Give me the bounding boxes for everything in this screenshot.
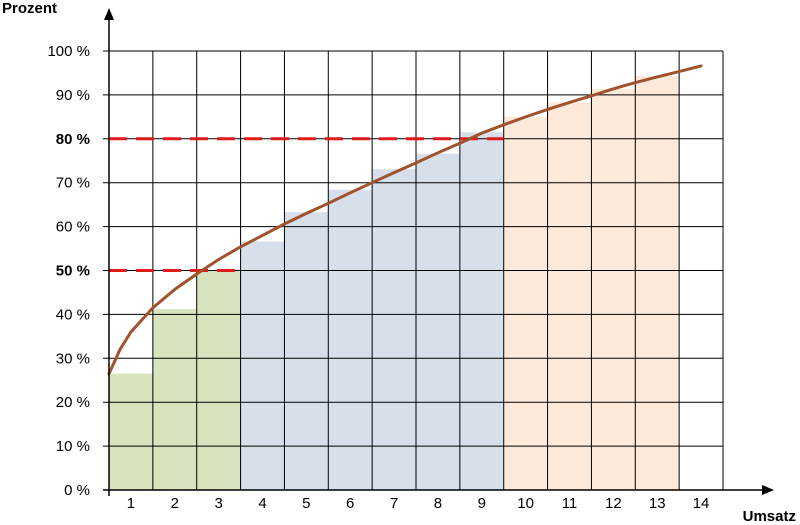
- x-axis-title: Umsatz: [743, 508, 796, 525]
- bar-3: [196, 270, 241, 490]
- bar-1: [109, 373, 153, 490]
- y-tick-label: 10 %: [56, 438, 90, 455]
- y-tick-label: 40 %: [56, 306, 90, 323]
- cumulative-curve-layer: [107, 64, 703, 376]
- x-tick-label: 1: [127, 495, 135, 512]
- bar-13: [635, 76, 680, 490]
- bar-11: [547, 102, 592, 490]
- y-tick-label: 30 %: [56, 350, 90, 367]
- bar-6: [328, 189, 373, 490]
- x-axis-arrow: [762, 485, 774, 495]
- bar-9: [459, 132, 504, 490]
- y-tick-label: 90 %: [56, 87, 90, 104]
- bar-4: [240, 241, 285, 490]
- grid-layer: [103, 50, 724, 491]
- x-tick-label: 3: [214, 495, 222, 512]
- x-tick-label: 6: [346, 495, 354, 512]
- x-tick-label: 5: [302, 495, 310, 512]
- y-axis-arrow: [104, 8, 114, 20]
- y-tick-label: 80 %: [56, 131, 90, 148]
- cumulative-curve: [107, 64, 703, 376]
- x-tick-label: 2: [171, 495, 179, 512]
- y-tick-label: 100 %: [47, 43, 90, 60]
- x-tick-label: 4: [258, 495, 266, 512]
- bar-8: [416, 153, 460, 490]
- y-tick-label: 50 %: [56, 263, 90, 280]
- reference-lines: [109, 137, 504, 272]
- x-tick-label: 8: [434, 495, 442, 512]
- x-tick-label: 9: [478, 495, 486, 512]
- x-tick-label: 12: [605, 495, 622, 512]
- x-tick-label: 11: [562, 495, 578, 512]
- y-tick-label: 70 %: [56, 175, 90, 192]
- bar-10: [503, 116, 548, 490]
- y-axis-title: Prozent: [2, 0, 57, 17]
- x-tick-label: 10: [517, 495, 534, 512]
- bar-12: [591, 88, 636, 490]
- bars-layer: [109, 76, 680, 490]
- x-tick-label: 13: [649, 495, 666, 512]
- y-tick-label: 60 %: [56, 219, 90, 236]
- bar-7: [372, 169, 416, 490]
- bar-5: [284, 212, 329, 490]
- y-tick-label: 0 %: [64, 482, 90, 499]
- axes: [103, 8, 774, 496]
- x-tick-labels: 1 2 3 4 5 6 7 8 9 10 11 12 13 14: [127, 495, 710, 512]
- x-tick-label: 7: [390, 495, 398, 512]
- bar-2: [152, 309, 197, 490]
- y-tick-labels: 0 % 10 % 20 % 30 % 40 % 50 % 60 % 70 % 80 % 90 % 1…: [47, 43, 90, 499]
- x-tick-label: 14: [693, 495, 710, 512]
- y-tick-label: 20 %: [56, 394, 90, 411]
